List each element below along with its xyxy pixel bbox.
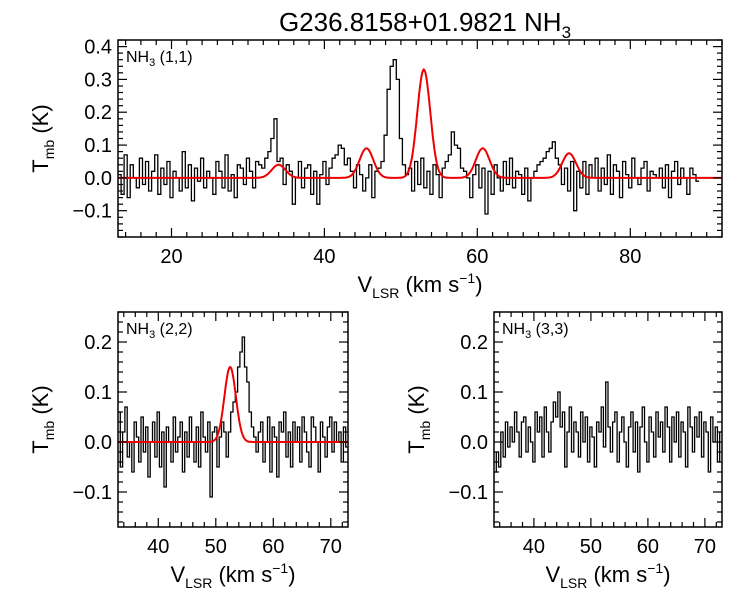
chart-panel-nh3-33: 40 50 60 70 −0.1 0.0 0.1 0.2 VLSR (km s−1) Tmb (K… xyxy=(404,311,723,591)
x-tick-label: 40 xyxy=(523,536,545,558)
y-tick-label: −0.1 xyxy=(73,482,112,504)
y-tick-label: 0.1 xyxy=(460,382,488,404)
y-tick-label: 0.3 xyxy=(84,69,112,91)
spectrum-line-nh3-33 xyxy=(494,381,722,473)
x-axis-label: VLSR (km s−1) xyxy=(170,560,295,591)
y-tick-label: 0.1 xyxy=(84,382,112,404)
x-tick-label: 70 xyxy=(320,536,342,558)
y-tick-label: −0.1 xyxy=(449,482,488,504)
y-tick-label: 0.4 xyxy=(84,37,112,59)
gaussian-fit-line-nh3-11 xyxy=(118,68,722,179)
y-axis-label: Tmb (K) xyxy=(404,385,433,453)
y-tick-label: 0.0 xyxy=(460,432,488,454)
spectrum-line-nh3-11 xyxy=(118,59,700,215)
y-tick-label: 0.1 xyxy=(84,135,112,157)
plot-frame xyxy=(117,311,349,528)
gaussian-fit-line-nh3-22 xyxy=(118,365,348,443)
spectrum-line-nh3-22 xyxy=(118,336,348,498)
plot-frame xyxy=(493,311,723,528)
panel-label-nh3-22: NH3 (2,2) xyxy=(126,321,193,341)
x-axis-label: VLSR (km s−1) xyxy=(545,560,670,591)
y-tick-label: 0.2 xyxy=(84,332,112,354)
y-tick-label: −0.1 xyxy=(73,201,112,223)
x-tick-label: 40 xyxy=(147,536,169,558)
figure-title: G236.8158+01.9821 NH3 xyxy=(279,7,571,42)
panel-label-nh3-33: NH3 (3,3) xyxy=(502,321,569,341)
plot-frame xyxy=(117,39,723,238)
x-tick-label: 50 xyxy=(205,536,227,558)
x-tick-label: 60 xyxy=(637,536,659,558)
y-axis-label: Tmb (K) xyxy=(28,104,57,172)
x-axis-label: VLSR (km s−1) xyxy=(357,270,482,301)
x-tick-label: 70 xyxy=(694,536,716,558)
y-tick-label: 0.0 xyxy=(84,168,112,190)
chart-panel-nh3-11: 20 40 60 80 −0.1 0.0 0.1 0.2 0.3 0.4 VLSR (km s−1)… xyxy=(28,37,723,301)
x-tick-label: 20 xyxy=(160,246,182,268)
y-axis-label: Tmb (K) xyxy=(28,385,57,453)
y-tick-label: 0.0 xyxy=(84,432,112,454)
chart-panel-nh3-22: 40 50 60 70 −0.1 0.0 0.1 0.2 VLSR (km s−1) Tmb (K… xyxy=(28,311,349,591)
x-tick-label: 60 xyxy=(262,536,284,558)
y-tick-label: 0.2 xyxy=(460,332,488,354)
panel-label-nh3-11: NH3 (1,1) xyxy=(126,49,193,69)
x-tick-label: 50 xyxy=(580,536,602,558)
y-tick-label: 0.2 xyxy=(84,102,112,124)
x-tick-label: 40 xyxy=(313,246,335,268)
x-tick-label: 80 xyxy=(619,246,641,268)
x-tick-label: 60 xyxy=(466,246,488,268)
